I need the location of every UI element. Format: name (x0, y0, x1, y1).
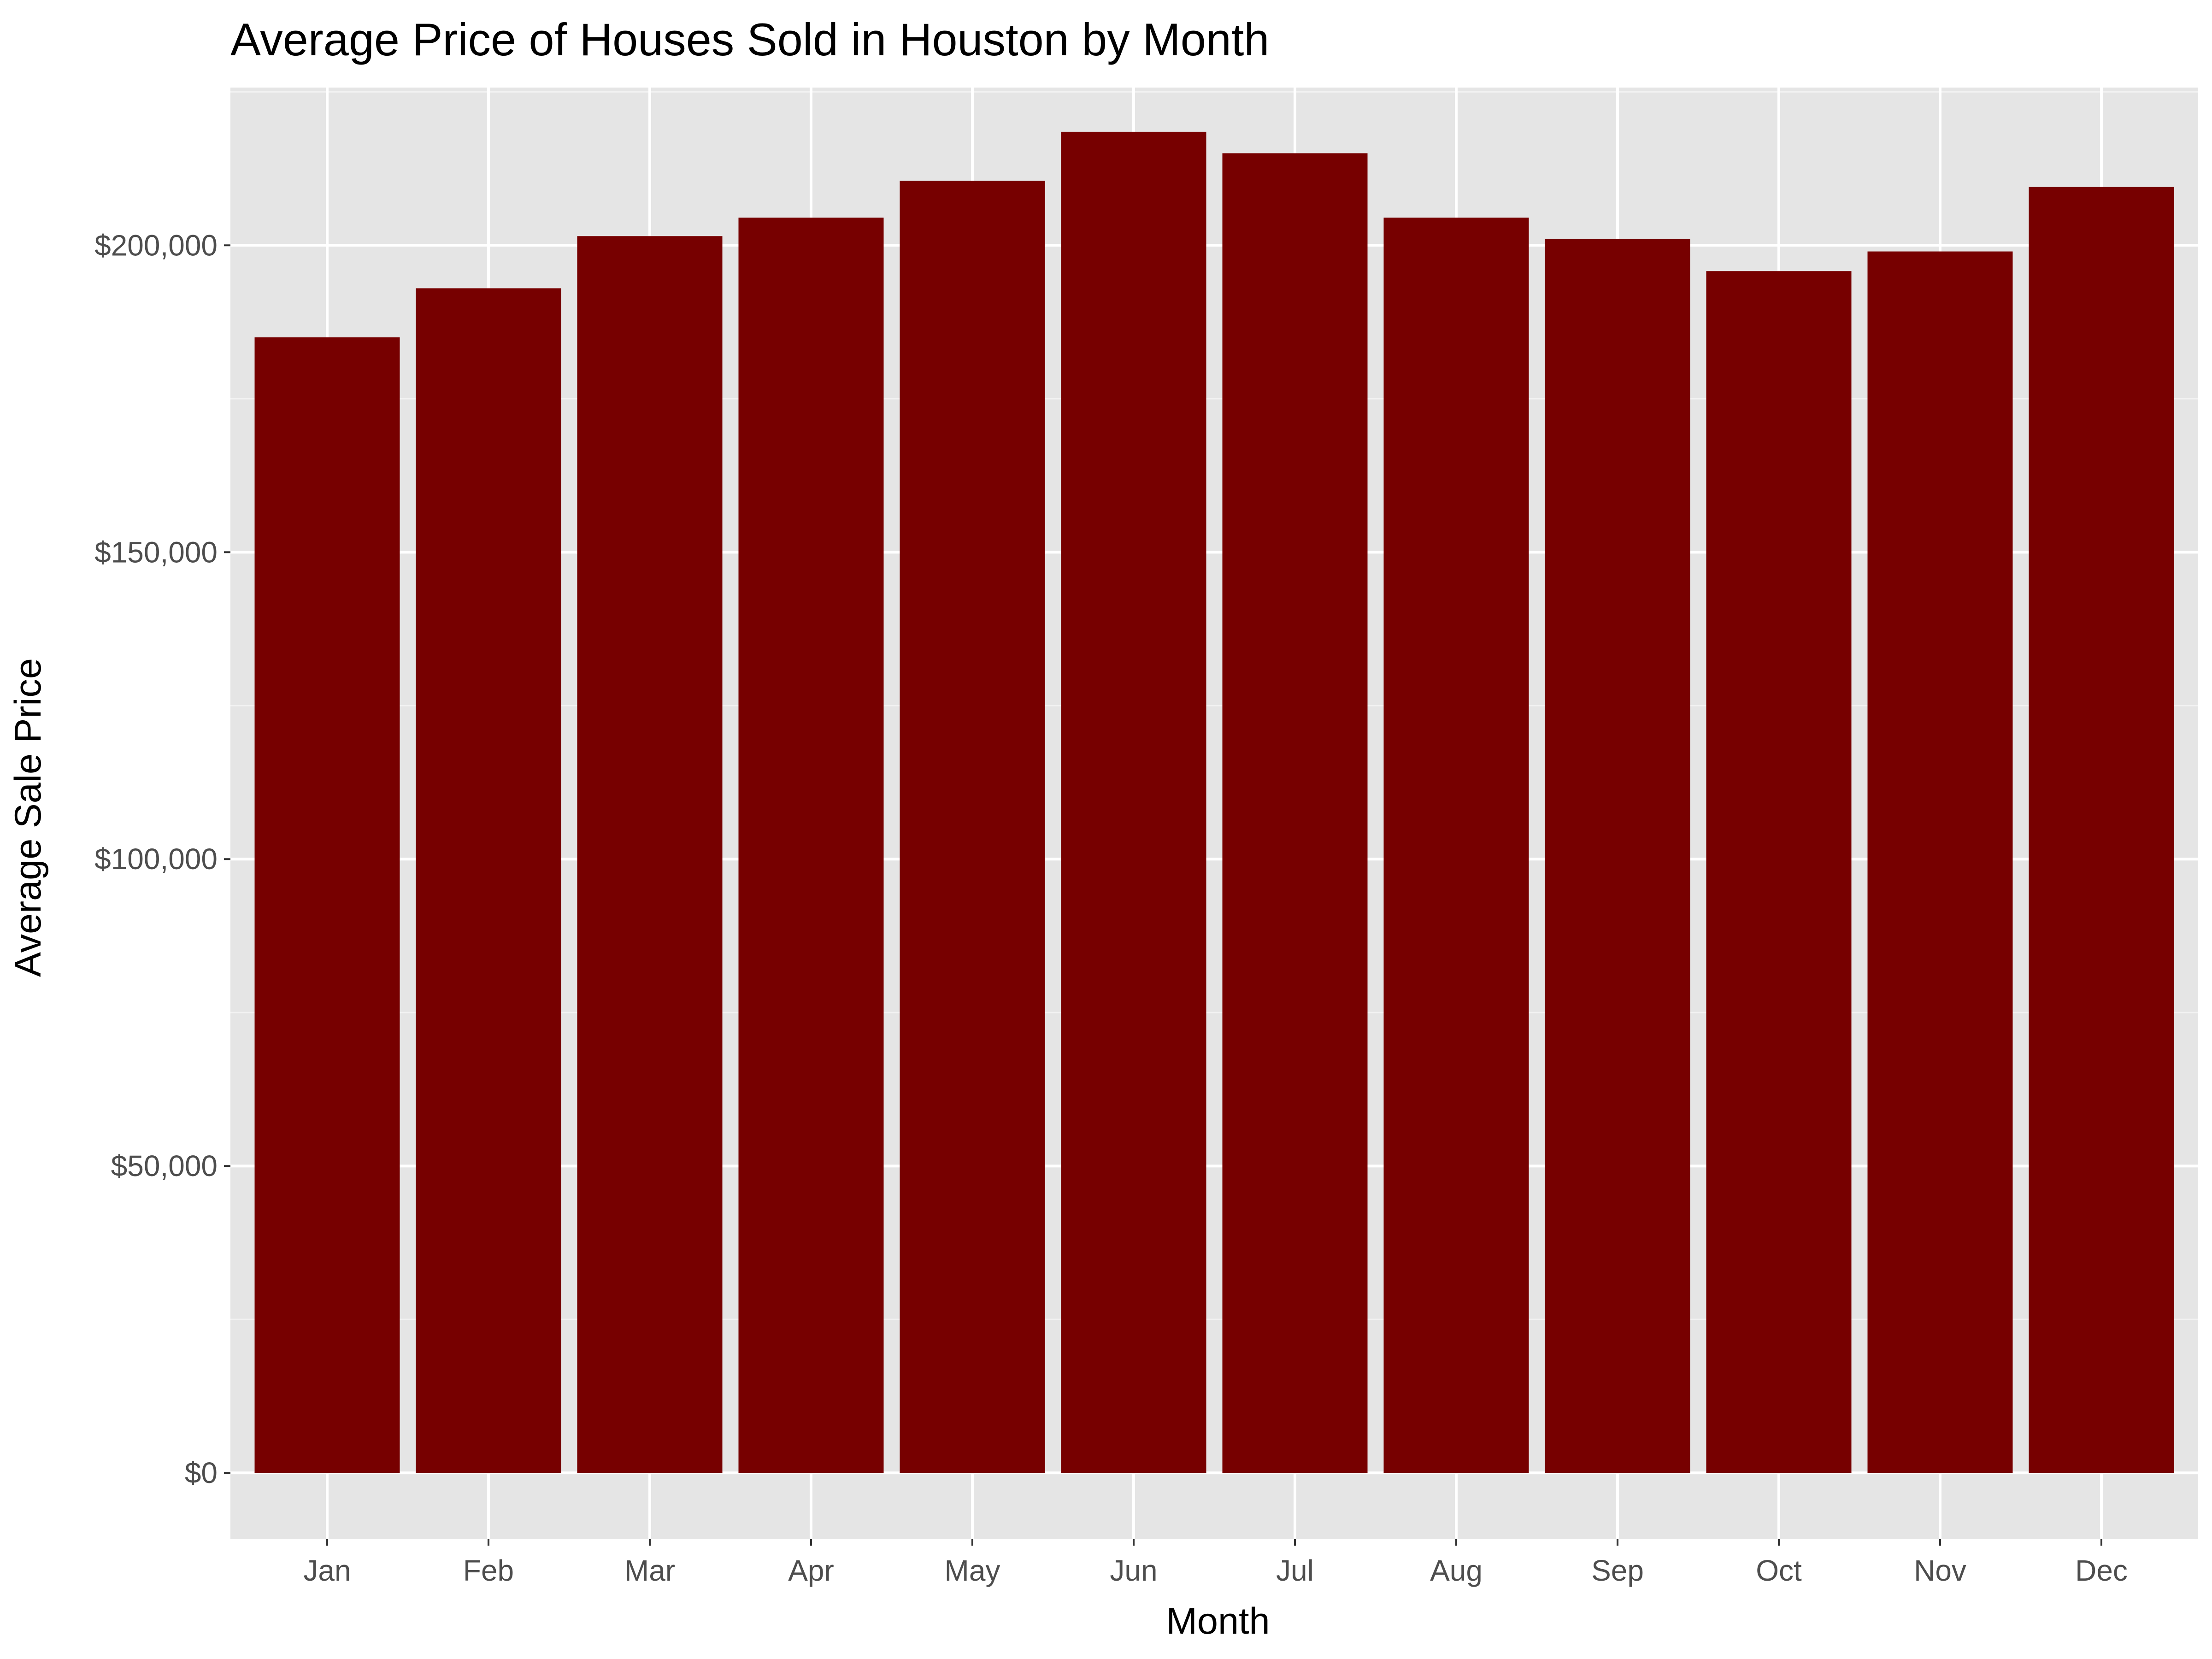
x-tick-label: Feb (463, 1554, 514, 1587)
bar-sep (1545, 239, 1690, 1473)
y-tick-label: $50,000 (111, 1149, 218, 1182)
x-tick-label: Oct (1756, 1554, 1802, 1587)
bars (254, 131, 2174, 1473)
x-tick-label: Jan (303, 1554, 351, 1587)
x-tick-label: Sep (1591, 1554, 1644, 1587)
x-tick-label: Apr (788, 1554, 834, 1587)
x-tick-label: Jul (1276, 1554, 1314, 1587)
bar-feb (416, 288, 561, 1473)
bar-may (900, 181, 1045, 1473)
bar-mar (577, 236, 723, 1473)
bar-jul (1222, 153, 1368, 1473)
bar-dec (2029, 187, 2174, 1473)
x-tick-label: Dec (2075, 1554, 2128, 1587)
y-tick-label: $100,000 (94, 842, 218, 876)
x-axis: Jan Feb Mar Apr May Jun Jul Aug Sep Oct Nov Dec (303, 1539, 2128, 1587)
bar-oct (1706, 271, 1852, 1473)
bar-aug (1383, 218, 1529, 1473)
y-tick-label: $0 (185, 1456, 218, 1489)
x-tick-label: Aug (1430, 1554, 1483, 1587)
chart-title: Average Price of Houses Sold in Houston … (230, 14, 1269, 65)
bar-nov (1867, 251, 2013, 1473)
y-tick-label: $200,000 (94, 229, 218, 262)
y-axis-title: Average Sale Price (7, 658, 49, 977)
x-tick-label: Mar (624, 1554, 675, 1587)
x-tick-label: Nov (1914, 1554, 1966, 1587)
x-tick-label: May (945, 1554, 1000, 1587)
bar-jun (1061, 131, 1206, 1473)
x-tick-label: Jun (1110, 1554, 1157, 1587)
y-tick-label: $150,000 (94, 535, 218, 569)
bar-jan (254, 337, 400, 1473)
bar-apr (738, 218, 884, 1473)
y-axis: $0 $50,000 $100,000 $150,000 $200,000 (94, 229, 230, 1489)
x-axis-title: Month (1166, 1600, 1270, 1642)
